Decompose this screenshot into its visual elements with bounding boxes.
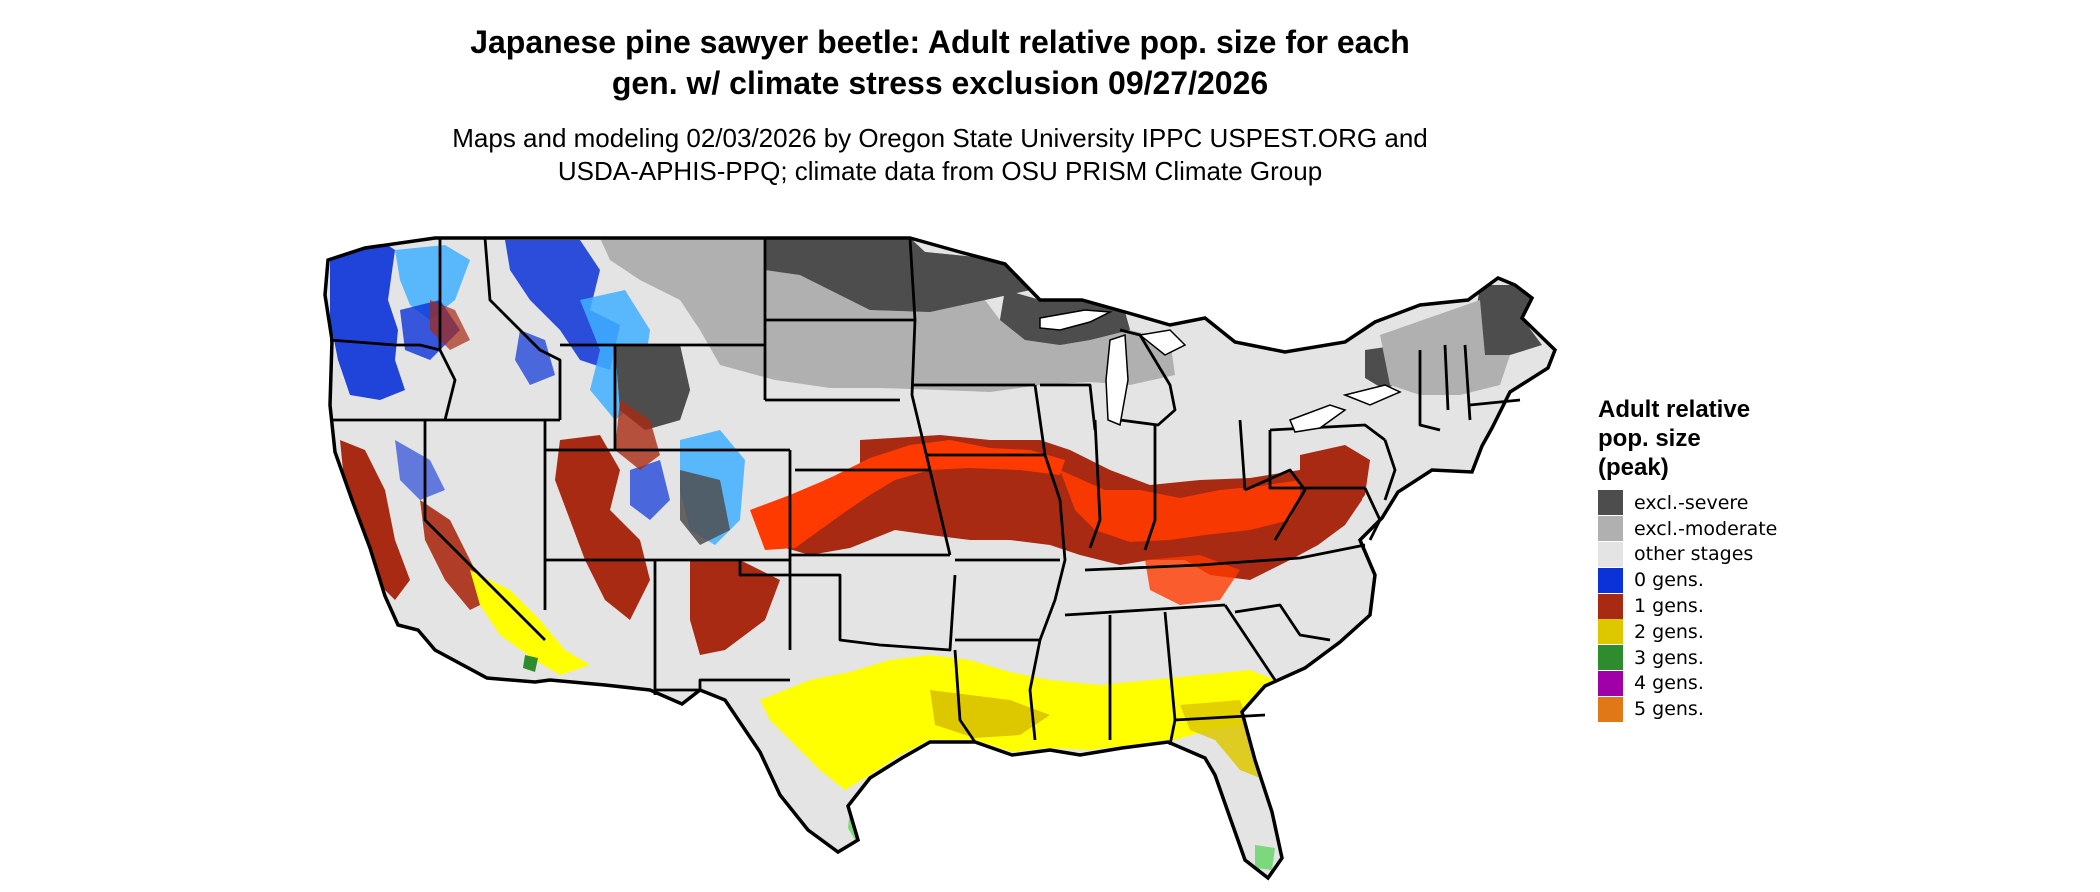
- legend-item: excl.-moderate: [1598, 516, 1838, 542]
- legend-label: excl.-severe: [1634, 491, 1749, 514]
- legend-swatch: [1598, 593, 1623, 619]
- legend-item: excl.-severe: [1598, 490, 1838, 516]
- legend-label: 2 gens.: [1634, 620, 1704, 643]
- legend-label: 1 gens.: [1634, 595, 1704, 618]
- legend-title: Adult relative pop. size (peak): [1598, 395, 1838, 482]
- legend-item: other stages: [1598, 541, 1838, 568]
- title-line-2: gen. w/ climate stress exclusion 09/27/2…: [611, 65, 1269, 101]
- legend-label: excl.-moderate: [1634, 517, 1778, 540]
- map-legend: Adult relative pop. size (peak) excl.-se…: [1598, 395, 1838, 722]
- legend-label: 0 gens.: [1634, 569, 1704, 592]
- legend-swatch: [1598, 645, 1623, 671]
- legend-items: excl.-severe excl.-moderate other stages 0 …: [1598, 490, 1838, 722]
- legend-label: 3 gens.: [1634, 646, 1704, 669]
- map-title: Japanese pine sawyer beetle: Adult relat…: [420, 22, 1460, 104]
- legend-item: 4 gens.: [1598, 670, 1838, 697]
- legend-item: 1 gens.: [1598, 593, 1838, 619]
- legend-title-line-3: (peak): [1598, 454, 1669, 481]
- legend-item: 3 gens.: [1598, 645, 1838, 671]
- title-line-1: Japanese pine sawyer beetle: Adult relat…: [470, 24, 1410, 60]
- legend-title-line-1: Adult relative: [1598, 396, 1751, 423]
- legend-item: 5 gens.: [1598, 696, 1838, 722]
- legend-label: 4 gens.: [1634, 672, 1704, 695]
- legend-swatch: [1598, 567, 1623, 593]
- legend-item: 2 gens.: [1598, 619, 1838, 645]
- subtitle-line-1: Maps and modeling 02/03/2026 by Oregon S…: [452, 123, 1428, 153]
- legend-label: other stages: [1634, 543, 1754, 566]
- legend-swatch: [1598, 490, 1623, 516]
- subtitle-line-2: USDA-APHIS-PPQ; climate data from OSU PR…: [557, 156, 1323, 186]
- map-subtitle: Maps and modeling 02/03/2026 by Oregon S…: [410, 122, 1470, 188]
- legend-swatch: [1598, 619, 1623, 645]
- legend-swatch: [1598, 516, 1623, 542]
- legend-swatch: [1598, 670, 1623, 696]
- legend-swatch: [1598, 541, 1623, 567]
- legend-label: 5 gens.: [1634, 698, 1704, 721]
- legend-swatch: [1598, 696, 1623, 722]
- us-map: [323, 236, 1557, 880]
- legend-title-line-2: pop. size: [1598, 425, 1701, 452]
- legend-item: 0 gens.: [1598, 567, 1838, 593]
